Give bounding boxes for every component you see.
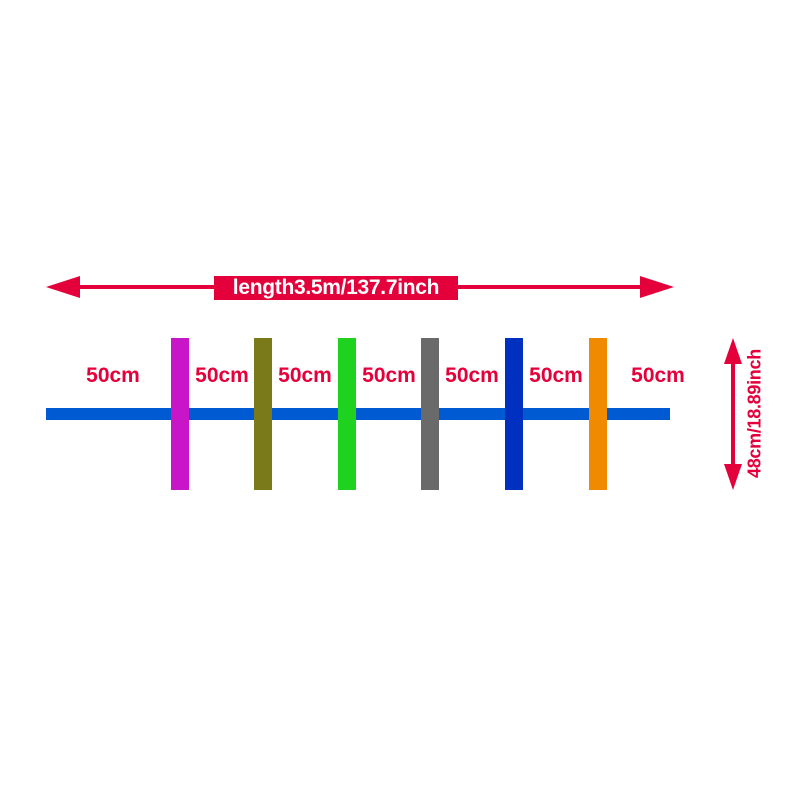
segment-label-3: 50cm	[265, 364, 345, 388]
height-label: 48cm/18.89inch	[744, 338, 766, 490]
vertical-bar-3	[338, 338, 356, 490]
length-arrowhead-right	[640, 276, 674, 298]
vertical-bar-4	[421, 338, 439, 490]
segment-label-1: 50cm	[73, 364, 153, 388]
horizontal-bar	[46, 408, 670, 420]
length-arrowhead-left	[46, 276, 80, 298]
height-arrowhead-bottom	[724, 464, 742, 490]
height-arrowhead-top	[724, 338, 742, 364]
segment-label-4: 50cm	[349, 364, 429, 388]
segment-label-7: 50cm	[618, 364, 698, 388]
segment-label-6: 50cm	[516, 364, 596, 388]
vertical-bar-2	[254, 338, 272, 490]
vertical-bar-6	[589, 338, 607, 490]
length-label: length3.5m/137.7inch	[214, 276, 458, 300]
segment-label-2: 50cm	[182, 364, 262, 388]
height-dimension-line	[731, 364, 735, 464]
diagram-canvas: length3.5m/137.7inch50cm50cm50cm50cm50cm…	[0, 0, 800, 800]
segment-label-5: 50cm	[432, 364, 512, 388]
vertical-bar-5	[505, 338, 523, 490]
vertical-bar-1	[171, 338, 189, 490]
